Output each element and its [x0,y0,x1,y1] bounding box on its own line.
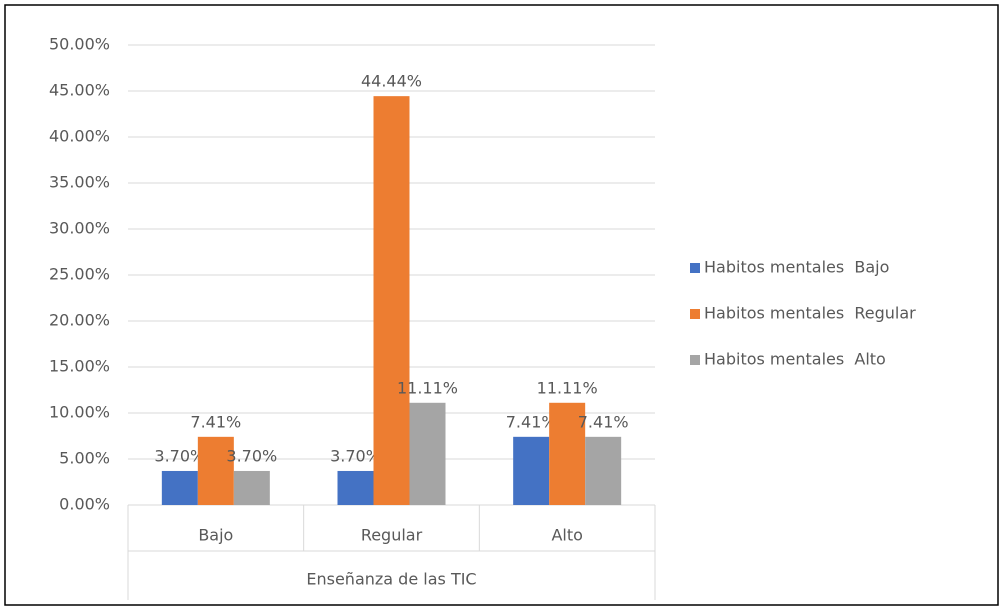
legend-label: Habitos mentales Regular [704,304,916,323]
bar [373,96,410,505]
y-tick-label: 5.00% [59,449,110,468]
bar [197,436,234,505]
data-label: 44.44% [361,72,422,91]
data-label: 7.41% [578,412,629,431]
x-tick-label: Regular [361,526,423,545]
legend-swatch [690,263,700,273]
data-label: 7.41% [190,412,241,431]
x-axis-title: Enseñanza de las TIC [306,570,476,589]
x-tick-label: Alto [551,526,582,545]
legend-swatch [690,355,700,365]
legend-swatch [690,309,700,319]
data-label: 11.11% [537,378,598,397]
y-tick-label: 40.00% [49,127,110,146]
y-tick-label: 10.00% [49,403,110,422]
data-label: 3.70% [154,446,205,465]
y-tick-label: 50.00% [49,35,110,54]
bar [549,402,586,505]
bar [233,470,270,505]
y-tick-label: 25.00% [49,265,110,284]
data-label: 11.11% [397,378,458,397]
data-label: 3.70% [226,446,277,465]
y-tick-label: 15.00% [49,357,110,376]
data-label: 7.41% [506,412,557,431]
y-tick-label: 0.00% [59,495,110,514]
data-label: 3.70% [330,446,381,465]
y-tick-label: 20.00% [49,311,110,330]
y-tick-label: 30.00% [49,219,110,238]
bar [513,436,550,505]
bar [585,436,622,505]
bar [409,402,446,505]
legend-label: Habitos mentales Bajo [704,258,889,277]
y-tick-label: 35.00% [49,173,110,192]
legend-label: Habitos mentales Alto [704,350,886,369]
x-tick-label: Bajo [198,526,233,545]
bar [161,470,198,505]
y-tick-label: 45.00% [49,81,110,100]
bar [337,470,374,505]
